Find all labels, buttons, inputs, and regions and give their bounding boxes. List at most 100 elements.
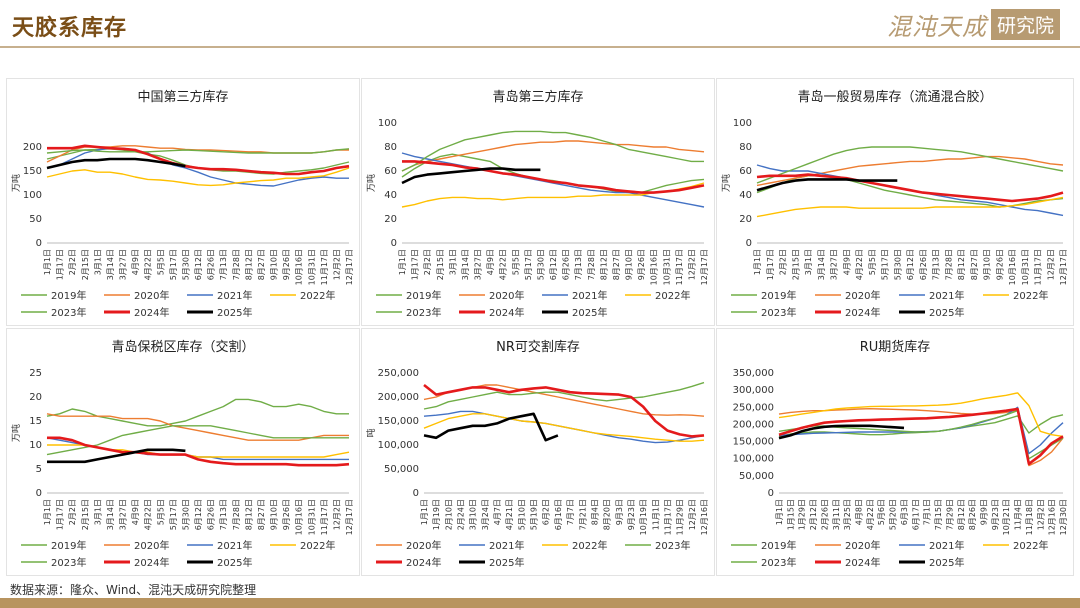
x-tick-label: 9月26日 — [282, 499, 291, 530]
chart-title: 中国第三方库存 — [137, 89, 228, 105]
legend-label: 2022年 — [1013, 289, 1048, 302]
legend-label: 2024年 — [845, 556, 880, 569]
series-line-2025年 — [778, 424, 905, 440]
series-line-2023年 — [46, 425, 349, 456]
x-tick-label: 10月31日 — [307, 249, 316, 285]
x-tick-label: 3月27日 — [474, 249, 483, 280]
chart-panel-ru-futures: RU期货库存 0 50,000 100,000 150,000 200,000 250,00… — [716, 328, 1074, 576]
y-tick-label: 20 — [29, 392, 42, 403]
x-tick-label: 11月17日 — [320, 499, 329, 535]
y-tick-label: 0 — [768, 488, 774, 499]
y-tick-label: 50,000 — [384, 464, 419, 475]
logo: 混沌天成 研究院 — [886, 8, 1060, 41]
x-tick-label: 1月29日 — [798, 499, 807, 530]
chart-title: 青岛一般贸易库存（流通混合胶） — [797, 89, 992, 105]
x-tick-label: 5月5日 — [868, 249, 877, 275]
series-line-2024年 — [47, 436, 350, 467]
x-tick-label: 9月10日 — [270, 249, 279, 280]
x-tick-label: 4月21日 — [505, 499, 514, 530]
series-line-2020年 — [401, 140, 705, 172]
y-axis-label: 吨 — [365, 428, 377, 437]
x-tick-label: 4月22日 — [144, 499, 153, 530]
chart-panel-qingdao-third-party: 青岛第三方库存 万吨 0 20 40 60 80 100 1月1日 1月17日 2月2日 2月15日 3… — [361, 78, 715, 326]
x-tick-label: 2月2日 — [68, 249, 77, 275]
x-tick-label: 11月17日 — [320, 249, 329, 285]
y-tick-label: 150,000 — [378, 416, 419, 427]
legend-label: 2025年 — [929, 306, 964, 319]
series-line-2024年 — [756, 173, 1064, 203]
x-tick-label: 3月14日 — [461, 249, 470, 280]
x-tick-label: 9月3日 — [615, 499, 624, 525]
y-axis-label: 万吨 — [720, 174, 732, 192]
x-tick-label: 5月19日 — [530, 499, 539, 530]
x-tick-label: 1月1日 — [398, 249, 407, 275]
x-tick-label: 6月26日 — [919, 249, 928, 280]
x-tick-label: 9月26日 — [282, 249, 291, 280]
x-tick-label: 7月7日 — [566, 499, 575, 525]
y-tick-label: 100,000 — [733, 454, 774, 465]
x-tick-label: 5月5日 — [156, 249, 165, 275]
legend-label: 2021年 — [572, 289, 607, 302]
x-tick-label: 4月9日 — [131, 499, 140, 525]
x-tick-label: 5月17日 — [881, 249, 890, 280]
x-tick-label: 5月17日 — [169, 499, 178, 530]
x-tick-label: 12月17日 — [700, 249, 709, 285]
series-line-2024年 — [402, 160, 705, 194]
x-tick-label: 6月26日 — [207, 249, 216, 280]
legend-label: 2019年 — [761, 539, 796, 552]
series-line-2022年 — [423, 413, 705, 442]
legend-label: 2020年 — [134, 539, 169, 552]
x-tick-label: 12月16日 — [1048, 499, 1057, 535]
page-title: 天胶系库存 — [12, 15, 128, 41]
x-tick-label: 12月2日 — [1036, 499, 1045, 530]
y-axis-label: 万吨 — [365, 174, 377, 192]
x-tick-label: 12月16日 — [700, 499, 709, 535]
x-tick-label: 7月28日 — [232, 249, 241, 280]
x-tick-label: 10月16日 — [650, 249, 659, 285]
x-tick-label: 5月5日 — [156, 499, 165, 525]
x-tick-label: 8月12日 — [244, 249, 253, 280]
legend-label: 2024年 — [489, 306, 524, 319]
x-tick-label: 8月12日 — [957, 249, 966, 280]
legend-label: 2023年 — [51, 306, 86, 319]
logo-script: 混沌天成 — [886, 12, 987, 41]
y-tick-label: 15 — [29, 416, 42, 427]
x-tick-label: 5月17日 — [169, 249, 178, 280]
legend-label: 2024年 — [134, 556, 169, 569]
x-tick-label: 5月6日 — [877, 499, 886, 525]
x-tick-label: 11月17日 — [1034, 249, 1043, 285]
y-tick-label: 50,000 — [739, 471, 774, 482]
x-tick-label: 4月22日 — [499, 249, 508, 280]
x-tick-label: 3月14日 — [106, 249, 115, 280]
series-line-2021年 — [46, 437, 349, 461]
y-tick-label: 200,000 — [378, 392, 419, 403]
x-tick-label: 10月16日 — [295, 249, 304, 285]
legend-label: 2019年 — [51, 539, 86, 552]
x-tick-label: 5月10日 — [517, 499, 526, 530]
x-tick-label: 2月2日 — [423, 249, 432, 275]
x-tick-label: 2月12日 — [809, 499, 818, 530]
series-line-2025年 — [401, 167, 541, 185]
x-tick-label: 1月1日 — [775, 499, 784, 525]
chart-panel-nr-deliverable: NR可交割库存吨 0 50,000 100,000 150,000 200,000 250,… — [361, 328, 715, 576]
x-tick-label: 9月10日 — [625, 249, 634, 280]
x-tick-label: 7月28日 — [232, 499, 241, 530]
x-tick-label: 1月15日 — [786, 499, 795, 530]
x-tick-label: 10月31日 — [662, 249, 671, 285]
x-tick-label: 12月2日 — [332, 499, 341, 530]
x-tick-label: 6月26日 — [562, 249, 571, 280]
x-tick-label: 8月27日 — [970, 249, 979, 280]
y-tick-label: 150 — [23, 166, 42, 177]
series-line-2024年 — [423, 383, 705, 438]
header: 天胶系库存 混沌天成 研究院 — [0, 0, 1080, 50]
legend-label: 2024年 — [406, 556, 441, 569]
series-line-2022年 — [401, 182, 705, 208]
x-tick-label: 5月17日 — [524, 249, 533, 280]
x-tick-label: 12月2日 — [332, 249, 341, 280]
x-tick-label: 7月28日 — [587, 249, 596, 280]
x-tick-label: 7月1日 — [923, 499, 932, 525]
x-tick-label: 5月20日 — [889, 499, 898, 530]
y-tick-label: 200,000 — [733, 419, 774, 430]
series-line-2022年 — [46, 167, 350, 187]
x-tick-label: 3月14日 — [817, 249, 826, 280]
